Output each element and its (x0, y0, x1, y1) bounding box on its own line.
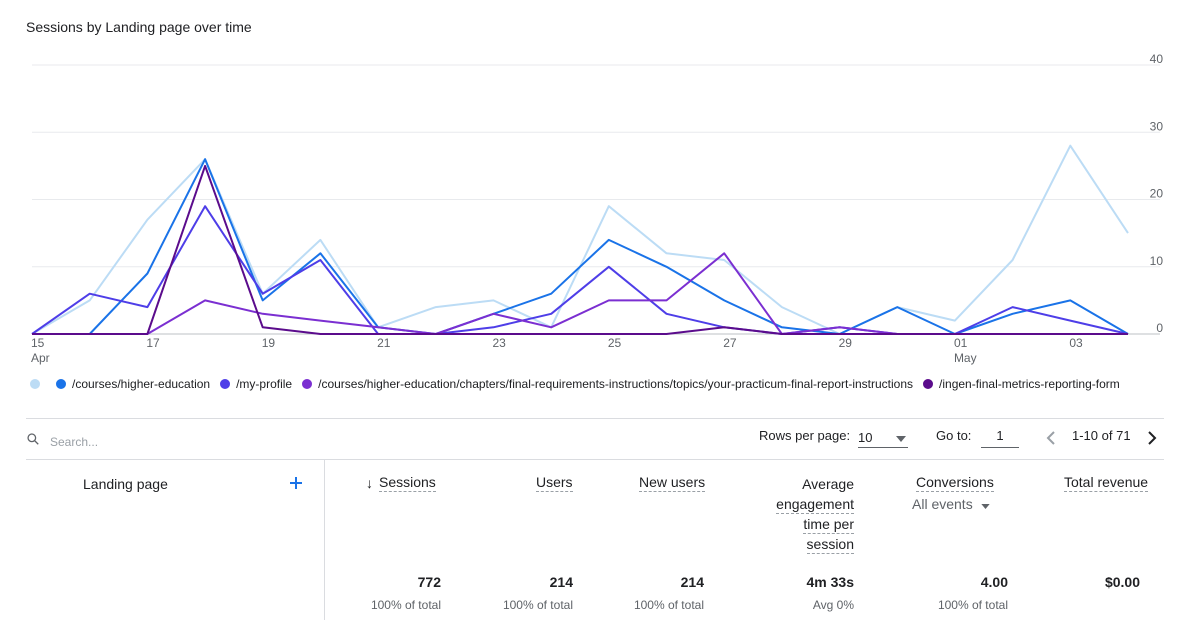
chart-title: Sessions by Landing page over time (26, 19, 252, 35)
x-tick-label: 29 (839, 336, 853, 350)
plus-icon[interactable] (289, 476, 303, 495)
total-avg-engagement: 4m 33s (806, 574, 854, 590)
legend-label: /ingen-final-metrics-reporting-form (939, 377, 1120, 391)
goto-page-input[interactable]: 1 (981, 428, 1019, 448)
legend-dot-icon (220, 379, 231, 389)
total-users: 214 (549, 574, 573, 590)
x-tick-label: 19 (262, 336, 276, 350)
total-sessions-sub: 100% of total (370, 598, 441, 612)
series-line-4 (32, 164, 1128, 335)
new-users-header-label: New users (639, 474, 706, 492)
legend-label: /courses/higher-education/chapters/final… (318, 377, 914, 391)
x-tick-label: 21 (377, 336, 391, 350)
page-range: 1-10 of 71 (1072, 428, 1131, 443)
search-icon (26, 432, 40, 451)
x-tick-label: 23 (492, 336, 506, 350)
y-tick-label: 30 (1150, 119, 1164, 133)
legend-item[interactable] (30, 379, 46, 389)
column-divider (324, 460, 325, 620)
legend-label: /my-profile (236, 377, 293, 391)
x-tick-label: 15 (31, 336, 45, 350)
x-tick-label: 17 (146, 336, 160, 350)
y-tick-label: 10 (1150, 254, 1164, 268)
x-tick-label: 03 (1069, 336, 1083, 350)
new-users-header[interactable]: New users (639, 474, 706, 492)
total-new-users: 214 (680, 574, 704, 590)
divider (26, 459, 1164, 460)
conversions-header-label: Conversions (916, 474, 994, 492)
sessions-header-label: Sessions (379, 474, 436, 492)
rows-per-page-value: 10 (858, 430, 873, 445)
search-input[interactable] (50, 434, 250, 449)
legend-dot-icon (923, 379, 934, 389)
legend-dot-icon (302, 379, 313, 389)
conversions-header[interactable]: Conversions (916, 474, 994, 492)
total-new-users-sub: 100% of total (633, 598, 704, 612)
total-conversions-sub: 100% of total (937, 598, 1008, 612)
users-header[interactable]: Users (536, 474, 573, 492)
conversions-event-value: All events (912, 496, 973, 512)
x-tick-label: 01 (954, 336, 968, 350)
total-revenue: $0.00 (1104, 574, 1140, 590)
y-tick-label: 0 (1156, 321, 1163, 335)
y-tick-label: 20 (1150, 187, 1164, 201)
total-users-sub: 100% of total (502, 598, 573, 612)
landing-page-header: Landing page (83, 476, 168, 492)
series-line-1 (32, 158, 1129, 335)
total-revenue-header[interactable]: Total revenue (1064, 474, 1149, 492)
x-tick-label: 27 (723, 336, 737, 350)
y-tick-label: 40 (1150, 52, 1164, 66)
x-tick-sublabel: May (954, 351, 977, 365)
avg-engagement-header-line: Average (802, 476, 854, 492)
chevron-left-icon[interactable] (1045, 430, 1057, 451)
caret-down-icon (896, 430, 906, 445)
chart-legend: /courses/higher-education/my-profile/cou… (30, 377, 1130, 391)
total-avg-engagement-sub: Avg 0% (812, 598, 854, 612)
total-conversions: 4.00 (980, 574, 1008, 590)
avg-engagement-header[interactable]: Average engagement time per session (754, 474, 854, 554)
legend-item[interactable]: /my-profile (220, 377, 292, 391)
rows-per-page-label: Rows per page: (759, 428, 851, 443)
avg-engagement-header-line: engagement (776, 496, 854, 514)
x-tick-label: 25 (608, 336, 622, 350)
legend-item[interactable]: /courses/higher-education/chapters/final… (302, 377, 913, 391)
avg-engagement-header-line: session (806, 536, 854, 554)
conversions-event-select[interactable]: All events (912, 496, 990, 512)
rows-per-page-select[interactable]: 10 (858, 428, 908, 448)
divider (26, 418, 1164, 419)
legend-dot-icon (30, 379, 40, 389)
avg-engagement-header-line: time per (803, 516, 854, 534)
goto-label: Go to: (936, 428, 972, 443)
legend-dot-icon (56, 379, 66, 389)
x-tick-sublabel: Apr (31, 351, 50, 365)
search-box[interactable] (26, 432, 250, 451)
total-sessions: 772 (417, 574, 441, 590)
sessions-header[interactable]: ↓ Sessions (366, 474, 436, 492)
caret-down-icon (981, 496, 990, 512)
chevron-right-icon[interactable] (1146, 430, 1158, 451)
users-header-label: Users (536, 474, 573, 492)
total-revenue-header-label: Total revenue (1064, 474, 1149, 492)
sort-down-icon: ↓ (366, 475, 373, 491)
legend-item[interactable]: /ingen-final-metrics-reporting-form (923, 377, 1120, 391)
legend-item[interactable]: /courses/higher-education (56, 377, 210, 391)
legend-label: /courses/higher-education (72, 377, 211, 391)
